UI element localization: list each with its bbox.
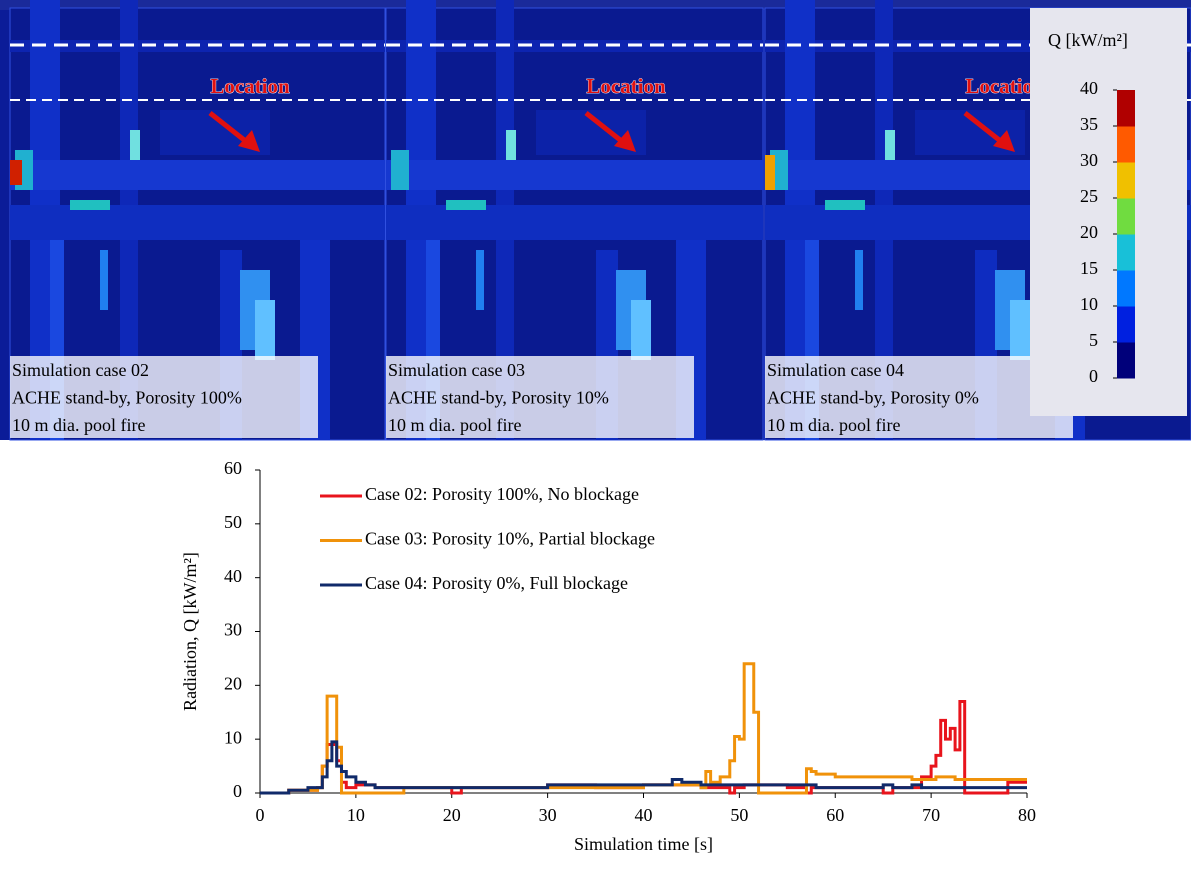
caption-line: ACHE stand-by, Porosity 10% <box>388 388 609 408</box>
arrow-head <box>238 130 260 152</box>
series-line <box>260 740 1027 795</box>
caption-box <box>386 356 694 438</box>
colorbar-segment <box>1117 270 1135 307</box>
legend-label: Case 02: Porosity 100%, No blockage <box>365 484 639 504</box>
y-tick-label: 50 <box>224 512 242 532</box>
colorbar-tick-label: 35 <box>1080 114 1098 134</box>
structure <box>70 200 110 210</box>
arrow-head <box>993 130 1015 152</box>
caption-line: 10 m dia. pool fire <box>767 415 900 435</box>
colorbar-tick-label: 25 <box>1080 186 1098 206</box>
structure <box>631 300 651 360</box>
colorbar-tick-label: 40 <box>1080 78 1098 98</box>
x-tick-label: 70 <box>922 805 940 825</box>
colorbar-segment <box>1117 198 1135 235</box>
colorbar-tick-label: 20 <box>1080 222 1098 242</box>
colorbar-tick-label: 10 <box>1080 294 1098 314</box>
x-tick-label: 30 <box>539 805 557 825</box>
structure <box>130 130 140 160</box>
x-tick-label: 20 <box>443 805 461 825</box>
arrow-shaft <box>584 111 626 145</box>
y-axis-title: Radiation, Q [kW/m²] <box>180 552 200 711</box>
caption-line: 10 m dia. pool fire <box>388 415 521 435</box>
structure <box>100 250 108 310</box>
y-tick-label: 40 <box>224 566 242 586</box>
colorbar-tick-label: 5 <box>1089 330 1098 350</box>
x-tick-label: 60 <box>826 805 844 825</box>
x-axis-title: Simulation time [s] <box>574 834 713 854</box>
colorbar-title: Q [kW/m²] <box>1048 30 1128 50</box>
colorbar-box <box>1030 8 1187 416</box>
colorbar-segment <box>1117 342 1135 379</box>
caption-line: 10 m dia. pool fire <box>12 415 145 435</box>
colorbar-tick-label: 15 <box>1080 258 1098 278</box>
x-tick-label: 0 <box>256 805 265 825</box>
colorbar-segment <box>1117 306 1135 343</box>
structure <box>1010 300 1030 360</box>
structure <box>825 200 865 210</box>
caption-box <box>10 356 318 438</box>
y-tick-label: 60 <box>224 458 242 478</box>
legend-label: Case 03: Porosity 10%, Partial blockage <box>365 529 655 549</box>
arrow-shaft <box>208 111 250 145</box>
structure <box>885 130 895 160</box>
x-tick-label: 50 <box>730 805 748 825</box>
structure <box>506 130 516 160</box>
colorbar-tick-label: 0 <box>1089 366 1098 386</box>
x-tick-label: 40 <box>635 805 653 825</box>
structure <box>10 205 385 240</box>
simulation-panels: Location Simulation case 02 ACHE stand-by,… <box>0 0 1191 441</box>
structure <box>855 250 863 310</box>
caption-line: ACHE stand-by, Porosity 100% <box>12 388 242 408</box>
colorbar-segment <box>1117 234 1135 271</box>
colorbar-segment <box>1117 126 1135 163</box>
hot-spot <box>10 160 22 185</box>
caption-line: Simulation case 04 <box>767 360 904 380</box>
caption-line: Simulation case 02 <box>12 360 149 380</box>
legend-label: Case 04: Porosity 0%, Full blockage <box>365 573 628 593</box>
arrow-shaft <box>963 111 1005 145</box>
y-tick-label: 20 <box>224 673 242 693</box>
structure <box>386 160 763 190</box>
location-label: Location <box>210 74 290 98</box>
structure <box>386 205 763 240</box>
y-tick-label: 10 <box>224 727 242 747</box>
structure <box>391 150 409 190</box>
caption-line: ACHE stand-by, Porosity 0% <box>767 388 979 408</box>
location-label: Location <box>586 74 666 98</box>
colorbar: Q [kW/m²] 0 5 10 15 20 25 30 35 40 <box>1030 8 1187 416</box>
top-strip <box>0 0 1191 10</box>
colorbar-segment <box>1117 90 1135 127</box>
structure <box>476 250 484 310</box>
structure <box>255 300 275 360</box>
x-tick-label: 80 <box>1018 805 1036 825</box>
y-tick-label: 0 <box>233 781 242 801</box>
structure <box>446 200 486 210</box>
series-line <box>260 662 1027 795</box>
caption-box <box>765 356 1073 438</box>
y-tick-label: 30 <box>224 620 242 640</box>
x-tick-label: 10 <box>347 805 365 825</box>
structure <box>10 160 385 190</box>
colorbar-segment <box>1117 162 1135 199</box>
arrow-head <box>614 130 636 152</box>
hot-spot <box>765 155 775 190</box>
caption-line: Simulation case 03 <box>388 360 525 380</box>
line-chart: 0 10 20 30 40 50 60 0 10 20 30 40 50 60 70 80 Simulation… <box>180 458 1036 854</box>
colorbar-tick-label: 30 <box>1080 150 1098 170</box>
